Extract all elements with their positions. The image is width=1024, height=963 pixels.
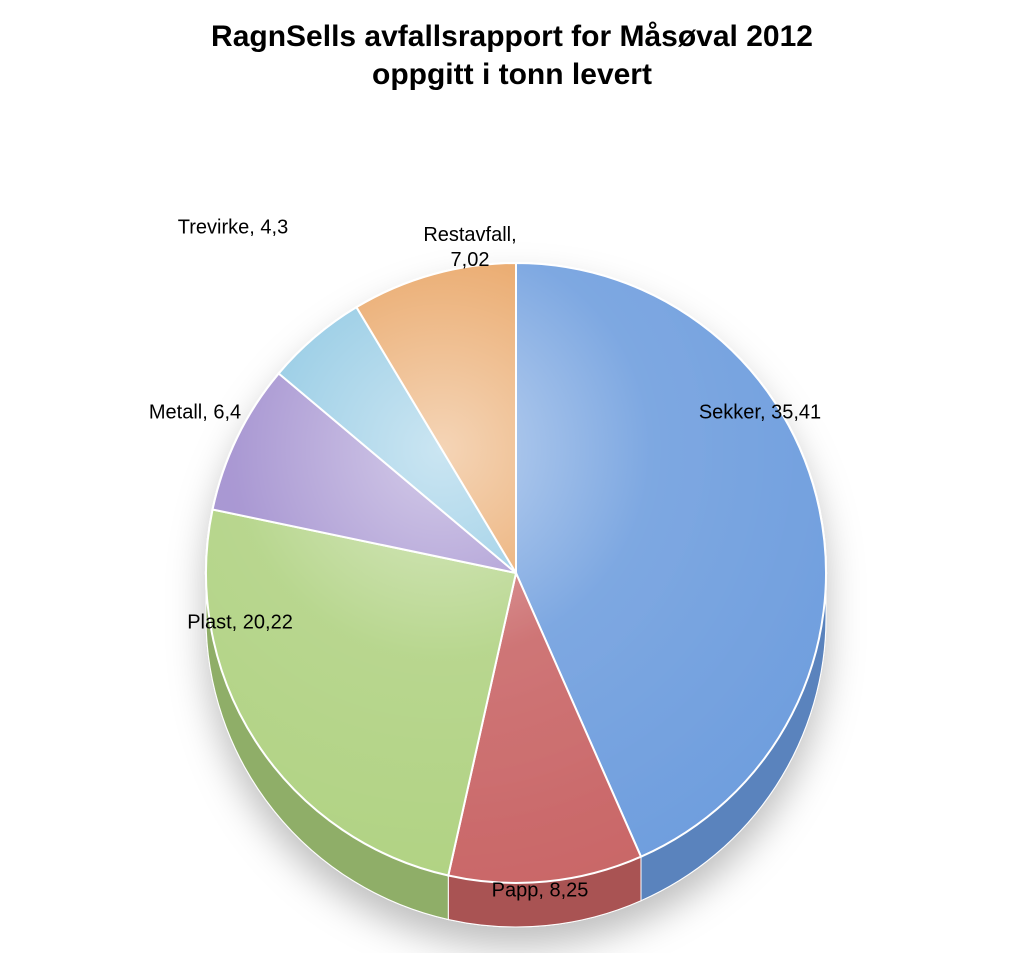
slice-label-trevirke: Trevirke, 4,3 [178, 216, 288, 241]
chart-title-line1: RagnSells avfallsrapport for Måsøval 201… [0, 18, 1024, 56]
slice-label-plast: Plast, 20,22 [187, 611, 293, 636]
chart-title-line2: oppgitt i tonn levert [0, 56, 1024, 94]
chart-container: RagnSells avfallsrapport for Måsøval 201… [0, 0, 1024, 963]
pie-svg [0, 93, 1024, 953]
slice-label-sekker: Sekker, 35,41 [699, 401, 821, 426]
slice-label-papp: Papp, 8,25 [492, 879, 589, 904]
slice-label-metall: Metall, 6,4 [149, 401, 241, 426]
chart-title: RagnSells avfallsrapport for Måsøval 201… [0, 0, 1024, 93]
slice-label-restavfall: Restavfall, 7,02 [423, 223, 516, 273]
pie-chart: Sekker, 35,41 Papp, 8,25 Plast, 20,22 Metal… [0, 93, 1024, 953]
